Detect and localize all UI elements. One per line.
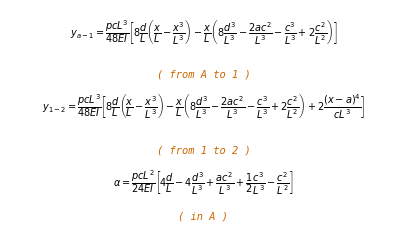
Text: ( in A ): ( in A ) xyxy=(179,212,228,222)
Text: ( from A to 1 ): ( from A to 1 ) xyxy=(157,69,250,79)
Text: $y_{1-2} = \dfrac{pcL^3}{48EI}\left[8\dfrac{d}{L}\left(\dfrac{x}{L} - \dfrac{x^3: $y_{1-2} = \dfrac{pcL^3}{48EI}\left[8\df… xyxy=(42,92,365,121)
Text: $\alpha = \dfrac{pcL^2}{24EI}\left[4\dfrac{d}{L} - 4\dfrac{d^3}{L^3} + \dfrac{ac: $\alpha = \dfrac{pcL^2}{24EI}\left[4\dfr… xyxy=(114,169,293,197)
Text: ( from 1 to 2 ): ( from 1 to 2 ) xyxy=(157,146,250,155)
Text: $y_{a-1} = \dfrac{pcL^3}{48EI}\left[8\dfrac{d}{L}\left(\dfrac{x}{L} - \dfrac{x^3: $y_{a-1} = \dfrac{pcL^3}{48EI}\left[8\df… xyxy=(70,18,337,47)
